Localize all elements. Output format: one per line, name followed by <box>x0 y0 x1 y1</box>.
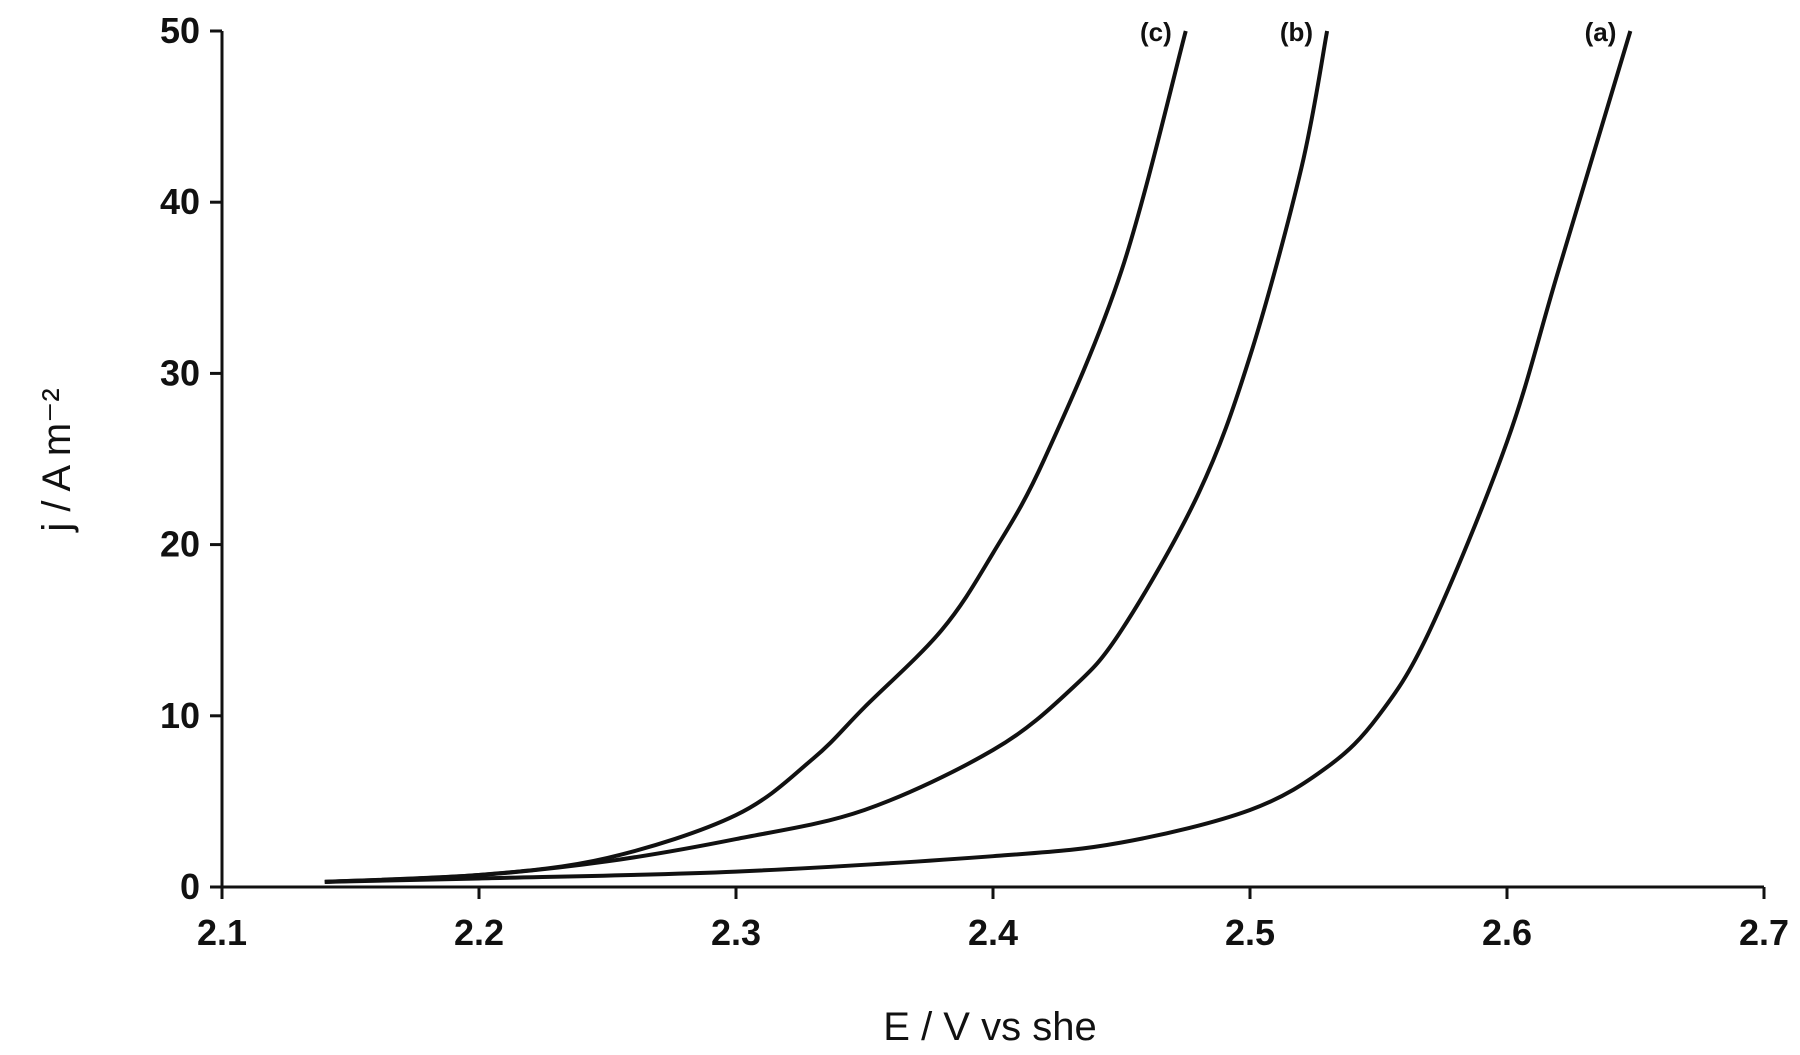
y-tick-label: 40 <box>160 181 200 222</box>
y-tick-label: 50 <box>160 10 200 51</box>
x-tick-label: 2.3 <box>711 912 761 953</box>
y-tick-label: 30 <box>160 352 200 393</box>
curve <box>324 30 1330 884</box>
curve <box>324 30 1633 884</box>
x-tick-label: 2.7 <box>1739 912 1789 953</box>
y-tick-label: 0 <box>180 866 200 907</box>
y-tick-label: 20 <box>160 524 200 565</box>
y-tick-label: 10 <box>160 695 200 736</box>
curve-label: (c) <box>1140 17 1172 47</box>
curve <box>324 30 1188 884</box>
y-axis-title: j / A m⁻² <box>35 388 79 532</box>
x-tick-label: 2.6 <box>1482 912 1532 953</box>
curve-label: (a) <box>1585 17 1617 47</box>
x-tick-label: 2.2 <box>454 912 504 953</box>
x-tick-label: 2.4 <box>968 912 1018 953</box>
curve-label: (b) <box>1280 17 1313 47</box>
x-tick-label: 2.1 <box>197 912 247 953</box>
x-axis-title: E / V vs she <box>883 1005 1096 1049</box>
x-tick-label: 2.5 <box>1225 912 1275 953</box>
